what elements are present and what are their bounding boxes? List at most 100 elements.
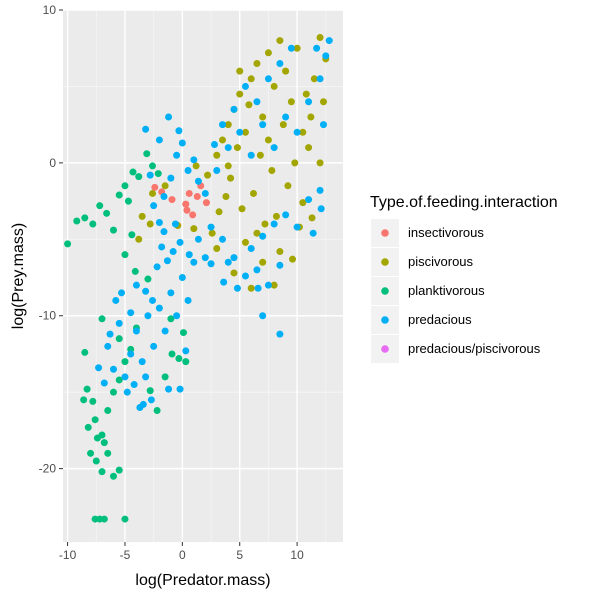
data-point [104,342,112,350]
x-tick-label: -10 [59,548,77,562]
data-point [207,260,215,268]
data-point [219,121,227,129]
data-point [121,373,129,381]
x-tick-label: 10 [290,548,304,562]
data-point [89,397,97,405]
data-point [100,379,108,387]
legend-label: planktivorous [408,283,485,298]
data-point [308,214,316,222]
data-point [83,385,91,393]
data-point [135,235,143,243]
data-point [316,159,324,167]
x-tick-label: -5 [120,548,131,562]
data-point [222,193,230,201]
data-points [64,34,333,523]
data-point [202,199,210,207]
data-point [238,205,246,213]
data-point [204,171,212,179]
data-point [155,218,163,226]
data-point [256,151,264,159]
data-point [161,373,169,381]
data-point [161,327,169,335]
data-point [189,211,197,219]
data-point [230,105,238,113]
data-point [293,128,301,136]
data-point [194,235,202,243]
data-point [176,238,184,246]
data-point [115,466,123,474]
data-point [158,243,166,251]
data-point [276,60,284,68]
data-point [272,212,280,220]
data-point [247,244,255,252]
data-point [190,258,198,266]
data-point [284,182,292,190]
data-point [227,174,235,182]
data-point [207,223,215,231]
data-point [100,439,108,447]
plot-panel [63,10,343,542]
data-point [236,67,244,75]
x-axis-ticks: -10 -5 0 5 10 [59,542,304,562]
data-point [236,128,244,136]
data-point [264,281,272,289]
data-point [201,254,209,262]
data-point [149,189,157,197]
data-point [98,468,106,476]
data-point [151,183,159,191]
data-point [98,315,106,323]
data-point [167,174,175,182]
data-point [73,217,81,225]
data-point [179,329,187,337]
data-point [178,274,186,282]
data-point [150,342,158,350]
data-point [192,162,200,170]
data-point [163,257,171,265]
data-point [282,211,290,219]
data-point [168,350,176,358]
data-point [182,200,190,208]
data-point [230,269,238,277]
data-point [171,220,179,228]
legend: Type.of.feeding.interaction insectivorou… [370,194,558,363]
data-point [109,472,117,480]
data-point [270,82,278,90]
data-point [249,189,257,197]
data-point [190,156,198,164]
data-point [165,385,173,393]
legend-key-dot [381,345,389,353]
data-point [259,232,267,240]
data-point [103,209,111,217]
data-point [241,128,249,136]
data-point [224,162,232,170]
data-point [259,113,267,121]
data-point [317,205,325,213]
data-point [247,151,255,159]
data-point [146,171,154,179]
data-point [309,229,317,237]
data-point [106,330,114,338]
data-point [270,144,278,152]
data-point [81,214,89,222]
data-point [305,196,313,204]
data-point [264,136,272,144]
data-point [287,44,295,52]
data-point [259,258,267,266]
data-point [121,182,129,190]
data-point [128,231,136,239]
data-point [175,127,183,135]
data-point [319,98,327,106]
data-point [115,376,123,384]
data-point [100,515,108,523]
data-point [121,515,129,523]
data-point [276,261,284,269]
data-point [282,67,290,75]
data-point [96,202,104,210]
data-point [143,150,151,158]
data-point [182,347,190,355]
data-point [123,388,131,396]
data-point [167,315,175,323]
data-point [155,304,163,312]
data-point [139,400,147,408]
